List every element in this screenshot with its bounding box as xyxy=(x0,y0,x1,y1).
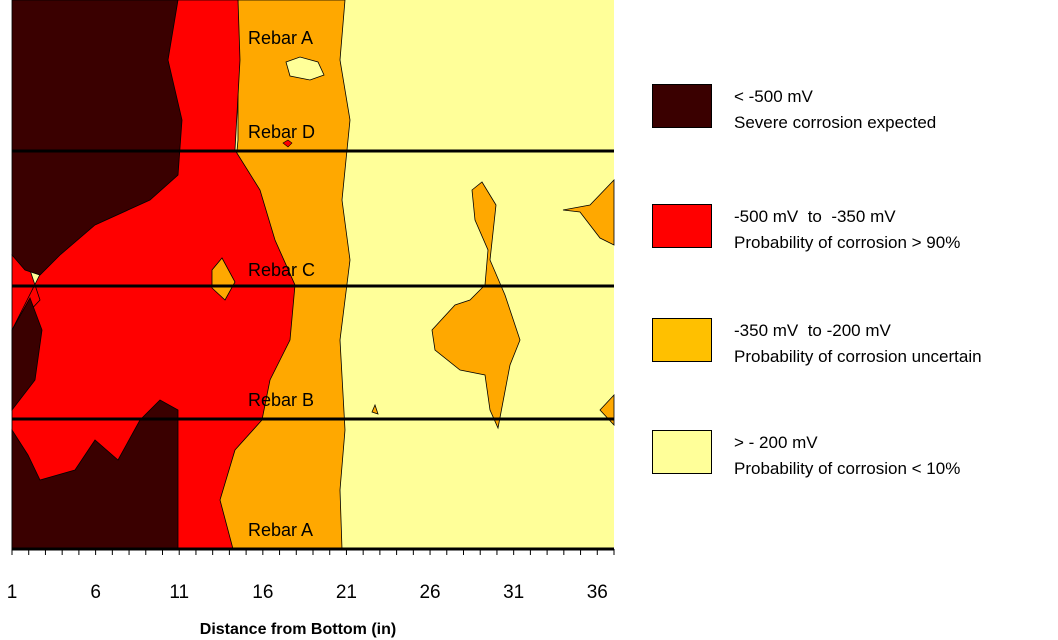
legend-label: > - 200 mV Probability of corrosion < 10% xyxy=(734,430,960,482)
legend-swatch xyxy=(652,318,712,362)
x-axis-title: Distance from Bottom (in) xyxy=(200,621,396,638)
legend-description: Severe corrosion expected xyxy=(734,113,937,132)
x-tick-label: 36 xyxy=(587,582,608,603)
legend-item: -350 mV to -200 mV Probability of corrosi… xyxy=(652,318,1058,366)
island-rebar-a xyxy=(285,56,325,81)
region-severe-left xyxy=(11,297,43,412)
x-tick-label: 11 xyxy=(169,582,189,603)
x-axis: 1 6 11 16 21 26 31 36 xyxy=(7,548,615,603)
rebar-label: Rebar A xyxy=(248,520,313,540)
legend-range: -350 mV to -200 mV xyxy=(734,321,891,340)
legend-swatch xyxy=(652,84,712,128)
island-orange-3 xyxy=(562,179,615,246)
legend-label: -500 mV to -350 mV Probability of corrosi… xyxy=(734,204,960,256)
island-red xyxy=(282,139,293,148)
rebar-label: Rebar C xyxy=(248,260,315,280)
legend-item: > - 200 mV Probability of corrosion < 10% xyxy=(652,430,1058,478)
x-tick-label: 31 xyxy=(503,582,524,603)
x-tick-label: 1 xyxy=(7,582,18,603)
x-tick-label: 21 xyxy=(336,582,357,603)
legend-description: Probability of corrosion uncertain xyxy=(734,347,982,366)
legend-range: -500 mV to -350 mV xyxy=(734,207,896,226)
legend-label: -350 mV to -200 mV Probability of corrosi… xyxy=(734,318,982,370)
legend-label: < -500 mV Severe corrosion expected xyxy=(734,84,936,136)
legend-swatch xyxy=(652,204,712,248)
legend-range: < -500 mV xyxy=(734,87,813,106)
legend-item: < -500 mV Severe corrosion expected xyxy=(652,84,1058,132)
region-severe-top xyxy=(11,0,183,276)
x-tick-label: 26 xyxy=(419,582,440,603)
rebar-label: Rebar A xyxy=(248,28,313,48)
rebar-label: Rebar B xyxy=(248,390,314,410)
legend-item: -500 mV to -350 mV Probability of corrosi… xyxy=(652,204,1058,252)
x-tick-label: 6 xyxy=(90,582,101,603)
legend-description: Probability of corrosion < 10% xyxy=(734,459,961,478)
legend-range: > - 200 mV xyxy=(734,433,818,452)
rebar-label: Rebar D xyxy=(248,122,315,142)
legend-swatch xyxy=(652,430,712,474)
x-tick-label: 16 xyxy=(252,582,273,603)
island-orange-5 xyxy=(371,403,379,415)
legend-description: Probability of corrosion > 90% xyxy=(734,233,961,252)
